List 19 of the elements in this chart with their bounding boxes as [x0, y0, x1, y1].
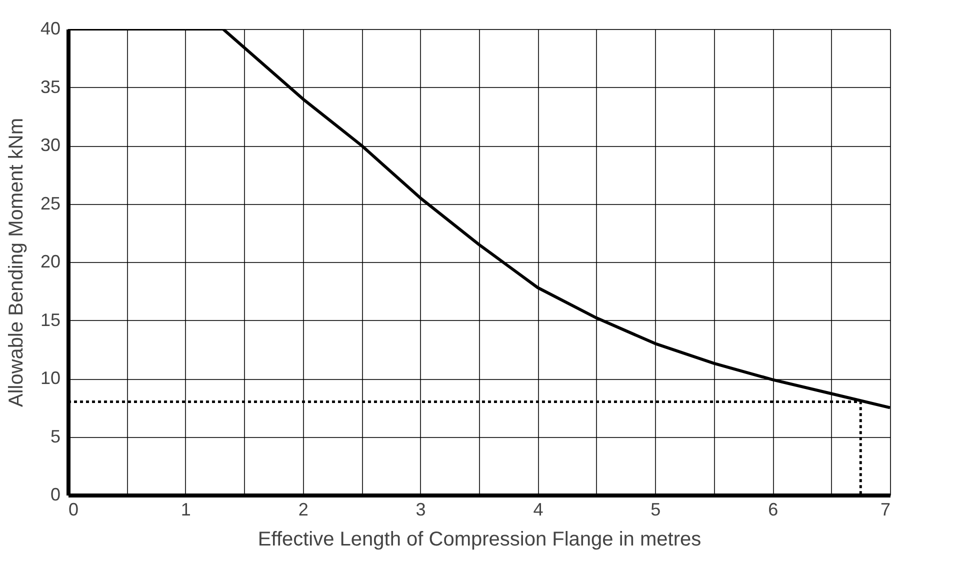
x-tick-label: 4 — [533, 500, 544, 520]
y-tick-label: 35 — [40, 76, 60, 97]
y-tick-label: 40 — [40, 18, 60, 38]
y-tick-label: 20 — [40, 252, 60, 272]
y-tick-label: 5 — [50, 426, 60, 446]
y-tick-label: 25 — [40, 193, 60, 214]
x-tick-label: 3 — [416, 500, 426, 520]
x-tick-label: 2 — [298, 500, 308, 520]
y-tick-label: 30 — [40, 135, 60, 155]
y-tick-label: 0 — [50, 484, 60, 504]
x-tick-label: 5 — [650, 500, 661, 520]
y-tick-label: 15 — [40, 310, 60, 330]
x-tick-label: 6 — [768, 500, 778, 520]
x-tick-label: 1 — [180, 500, 191, 520]
x-axis-title: Effective Length of Compression Flange in metres — [258, 528, 702, 550]
y-axis-title: Allowable Bending Moment kNm — [5, 118, 28, 408]
x-tick-label: 7 — [880, 500, 890, 520]
x-tick-label: 0 — [68, 500, 79, 520]
y-tick-label: 10 — [40, 368, 60, 388]
